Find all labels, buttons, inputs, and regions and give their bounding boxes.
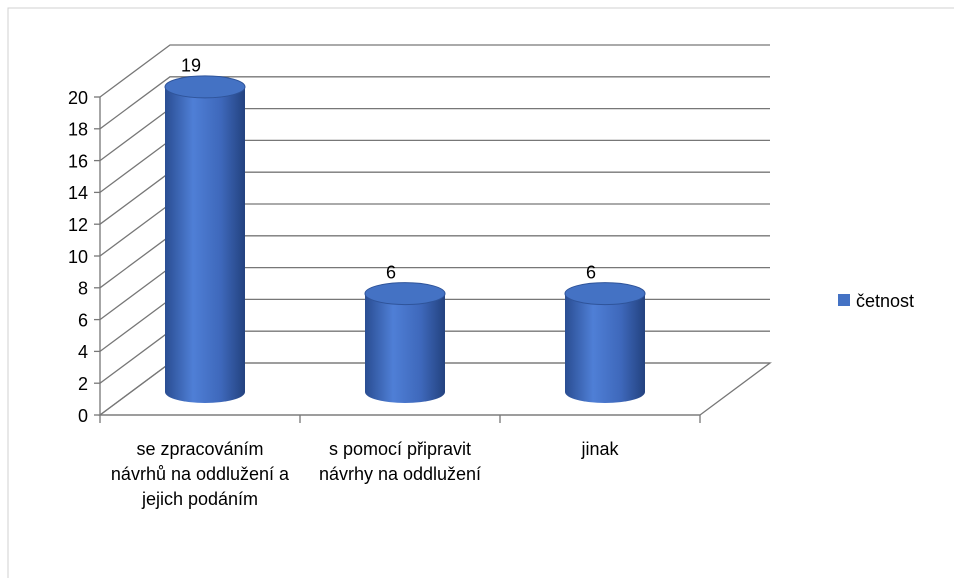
bar	[365, 293, 445, 403]
y-tick-label: 16	[68, 151, 88, 171]
x-tick-label: s pomocí připravit návrhy na oddlužení	[318, 439, 482, 484]
y-tick-label: 4	[78, 342, 88, 362]
bar-top	[564, 282, 646, 306]
value-label: 19	[181, 56, 201, 76]
chart-border	[7, 7, 954, 578]
y-tick-label: 2	[78, 374, 88, 394]
y-tick-label: 6	[78, 310, 88, 330]
grid-line	[99, 76, 770, 130]
y-tick-label: 8	[78, 279, 88, 299]
y-tick-label: 0	[78, 406, 88, 426]
legend-label: četnost	[856, 291, 914, 311]
y-tick-label: 14	[68, 183, 88, 203]
value-label: 6	[586, 262, 596, 282]
bar	[565, 293, 645, 403]
bar-top	[364, 282, 446, 306]
bar-top	[164, 75, 246, 99]
legend-swatch	[838, 294, 850, 306]
grid-line	[99, 44, 770, 98]
bar	[165, 86, 245, 404]
y-tick-label: 20	[68, 88, 88, 108]
x-tick-label: se zpracováním návrhů na oddlužení a jej…	[110, 439, 290, 509]
y-tick-label: 18	[68, 120, 88, 140]
y-tick-label: 12	[68, 215, 88, 235]
y-tick-label: 10	[68, 247, 88, 267]
value-label: 6	[386, 262, 396, 282]
x-tick-label: jinak	[581, 439, 619, 459]
